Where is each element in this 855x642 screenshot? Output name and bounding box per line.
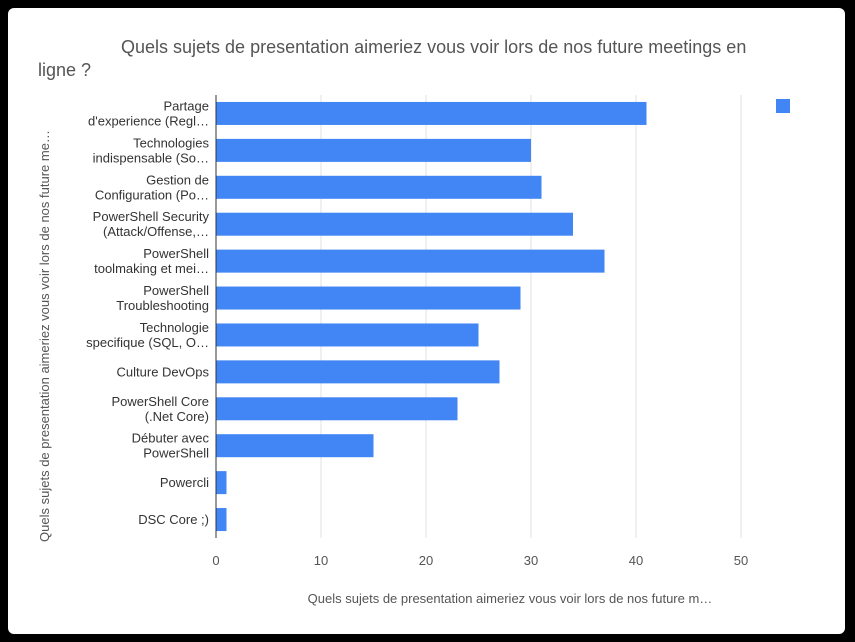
- category-label: Culture DevOps: [117, 364, 210, 379]
- bar: [216, 323, 479, 347]
- chart-title: Quels sujets de presentation aimeriez vo…: [38, 37, 746, 80]
- category-label: Débuter avec: [132, 431, 210, 446]
- category-label: PowerShell: [143, 246, 209, 261]
- bar: [216, 434, 374, 458]
- x-tick-label: 40: [629, 553, 643, 568]
- bar: [216, 212, 573, 236]
- category-label: (.Net Core): [145, 409, 209, 424]
- bar: [216, 360, 500, 384]
- category-label: Configuration (Po…: [95, 187, 209, 202]
- category-label: indispensable (So…: [93, 150, 209, 165]
- category-label: Technologie: [140, 320, 209, 335]
- category-label: toolmaking et mei…: [94, 261, 209, 276]
- bar: [216, 138, 531, 162]
- category-label: PowerShell: [143, 283, 209, 298]
- bar: [216, 249, 605, 273]
- bar: [216, 101, 647, 125]
- category-label: PowerShell Core: [111, 394, 209, 409]
- category-label: specifique (SQL, O…: [86, 335, 209, 350]
- chart-frame: Quels sujets de presentation aimeriez vo…: [8, 8, 845, 634]
- bars: [216, 101, 647, 532]
- x-tick-label: 30: [524, 553, 538, 568]
- category-label: Gestion de: [146, 172, 209, 187]
- gridlines: [320, 95, 742, 538]
- bar: [216, 397, 458, 421]
- x-tick-label: 0: [212, 553, 219, 568]
- category-label: (Attack/Offense,…: [103, 224, 209, 239]
- x-axis-title: Quels sujets de presentation aimeriez vo…: [308, 591, 713, 606]
- category-label: Troubleshooting: [116, 298, 209, 313]
- category-label: DSC Core ;): [138, 512, 209, 527]
- category-label: PowerShell: [143, 446, 209, 461]
- category-label: Technologies: [133, 135, 209, 150]
- y-axis-title: Quels sujets de presentation aimeriez vo…: [37, 130, 52, 542]
- x-tick-labels: 0 10 20 30 40 50: [212, 553, 748, 568]
- bar: [216, 175, 542, 199]
- chart-title-line: Quels sujets de presentation aimeriez vo…: [121, 37, 746, 57]
- x-tick-label: 10: [314, 553, 328, 568]
- x-tick-label: 50: [734, 553, 748, 568]
- legend-swatch: [776, 99, 790, 113]
- category-label: Powercli: [160, 475, 209, 490]
- category-label: d'experience (Regl…: [88, 113, 209, 128]
- chart-title-line: ligne ?: [38, 60, 91, 80]
- bar: [216, 471, 227, 495]
- bar: [216, 286, 521, 310]
- x-tick-label: 20: [419, 553, 433, 568]
- category-label: PowerShell Security: [93, 209, 210, 224]
- category-label: Partage: [163, 98, 209, 113]
- bar-chart: Quels sujets de presentation aimeriez vo…: [37, 37, 790, 606]
- bar: [216, 508, 227, 532]
